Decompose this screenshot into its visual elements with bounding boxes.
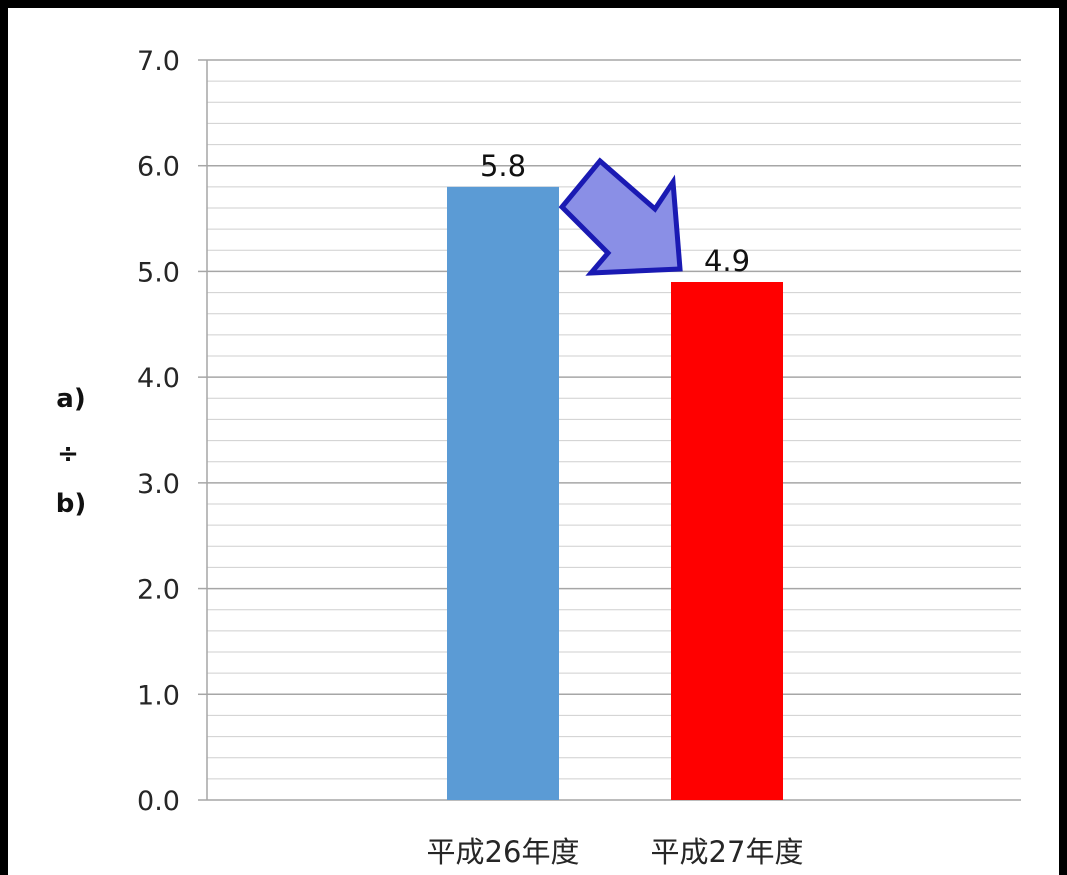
y-tick-label: 1.0 [137, 680, 180, 711]
ylabel-line-1: a) [56, 384, 85, 414]
y-tick-label: 5.0 [137, 257, 180, 288]
y-axis-label: a) ÷ b) [56, 384, 87, 519]
x-tick-label: 平成27年度 [651, 835, 804, 869]
label-layer: 5.8 平成26年度 4.9 平成27年度 [427, 149, 804, 869]
decrease-arrow-icon [558, 157, 683, 276]
y-tick-label: 0.0 [137, 786, 180, 817]
y-tick-label: 7.0 [137, 46, 180, 77]
bar [671, 282, 783, 800]
y-tick-label: 2.0 [137, 575, 180, 606]
data-label: 5.8 [480, 149, 526, 183]
y-tick-label: 4.0 [137, 363, 180, 394]
data-label: 4.9 [704, 244, 750, 278]
x-tick-label: 平成26年度 [427, 835, 580, 869]
ylabel-line-2: ÷ [57, 439, 79, 469]
bar-layer [447, 186, 783, 800]
bar [447, 186, 559, 800]
y-tick-label: 6.0 [137, 152, 180, 183]
ylabel-line-3: b) [56, 489, 87, 519]
y-tick-label: 3.0 [137, 469, 180, 500]
axis-layer: 0.0 1.0 2.0 3.0 4.0 5.0 6.0 7.0 [137, 46, 208, 817]
